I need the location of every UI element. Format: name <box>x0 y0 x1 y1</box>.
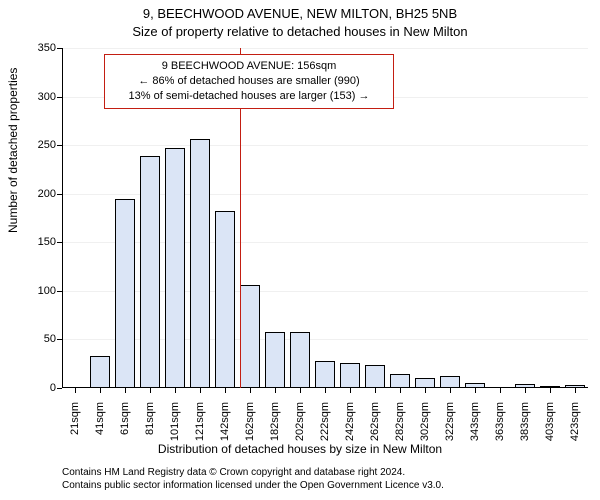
x-tick-mark <box>250 388 251 393</box>
x-tick-mark <box>225 388 226 393</box>
annotation-box: 9 BEECHWOOD AVENUE: 156sqm ← 86% of deta… <box>104 54 394 109</box>
x-axis-label: Distribution of detached houses by size … <box>0 442 600 456</box>
histogram-bar <box>140 156 160 388</box>
histogram-bar <box>340 363 360 388</box>
histogram-bar <box>190 139 210 388</box>
y-tick-label: 0 <box>50 382 56 394</box>
histogram-bar <box>215 211 235 388</box>
y-tick-mark <box>57 97 62 98</box>
x-tick-mark <box>100 388 101 393</box>
y-tick-mark <box>57 339 62 340</box>
chart-container: 9, BEECHWOOD AVENUE, NEW MILTON, BH25 5N… <box>0 0 600 500</box>
x-tick-mark <box>525 388 526 393</box>
histogram-bar <box>90 356 110 388</box>
x-tick-mark <box>425 388 426 393</box>
y-tick-mark <box>57 291 62 292</box>
y-tick-label: 350 <box>38 42 56 54</box>
x-tick-mark <box>175 388 176 393</box>
x-tick-mark <box>575 388 576 393</box>
x-tick-mark <box>125 388 126 393</box>
histogram-bar <box>265 332 285 388</box>
annotation-line2: ← 86% of detached houses are smaller (99… <box>111 74 387 89</box>
x-tick-mark <box>325 388 326 393</box>
histogram-bar <box>165 148 185 388</box>
y-tick-mark <box>57 194 62 195</box>
y-gridline <box>62 48 588 49</box>
x-tick-mark <box>375 388 376 393</box>
histogram-bar <box>115 199 135 388</box>
x-tick-mark <box>475 388 476 393</box>
y-axis-line <box>62 48 63 388</box>
x-tick-mark <box>350 388 351 393</box>
histogram-bar <box>315 361 335 388</box>
plot-area: 05010015020025030035021sqm41sqm61sqm81sq… <box>62 48 588 388</box>
y-gridline <box>62 145 588 146</box>
x-tick-mark <box>450 388 451 393</box>
annotation-line1: 9 BEECHWOOD AVENUE: 156sqm <box>111 59 387 74</box>
y-axis-label: Number of detached properties <box>6 68 20 233</box>
x-tick-mark <box>200 388 201 393</box>
y-tick-mark <box>57 242 62 243</box>
y-tick-label: 250 <box>38 139 56 151</box>
histogram-bar <box>290 332 310 388</box>
y-tick-label: 100 <box>38 285 56 297</box>
x-tick-mark <box>75 388 76 393</box>
attribution-text: Contains HM Land Registry data © Crown c… <box>62 466 444 492</box>
histogram-bar <box>240 285 260 388</box>
x-tick-mark <box>150 388 151 393</box>
attribution-line1: Contains HM Land Registry data © Crown c… <box>62 466 444 479</box>
histogram-bar <box>365 365 385 388</box>
histogram-bar <box>415 378 435 388</box>
y-tick-label: 300 <box>38 91 56 103</box>
chart-title-line2: Size of property relative to detached ho… <box>0 24 600 39</box>
chart-title-line1: 9, BEECHWOOD AVENUE, NEW MILTON, BH25 5N… <box>0 6 600 21</box>
y-tick-mark <box>57 48 62 49</box>
x-tick-mark <box>500 388 501 393</box>
y-tick-label: 200 <box>38 188 56 200</box>
attribution-line2: Contains public sector information licen… <box>62 479 444 492</box>
y-tick-label: 50 <box>44 333 56 345</box>
x-tick-mark <box>275 388 276 393</box>
y-tick-label: 150 <box>38 236 56 248</box>
histogram-bar <box>390 374 410 388</box>
y-tick-mark <box>57 388 62 389</box>
y-tick-mark <box>57 145 62 146</box>
annotation-line3: 13% of semi-detached houses are larger (… <box>111 89 387 104</box>
x-tick-mark <box>550 388 551 393</box>
x-tick-mark <box>300 388 301 393</box>
histogram-bar <box>440 376 460 388</box>
x-tick-mark <box>400 388 401 393</box>
